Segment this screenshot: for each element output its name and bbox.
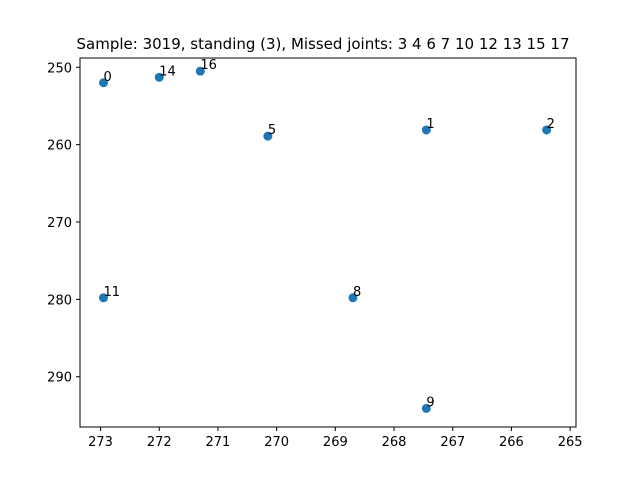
data-point <box>195 66 205 76</box>
point-label: 5 <box>268 123 276 138</box>
y-tick-label: 280 <box>47 293 72 308</box>
point-label: 8 <box>353 285 361 300</box>
data-points: 0 14 16 5 1 2 11 8 9 <box>98 58 555 413</box>
data-point <box>421 125 431 135</box>
point-label: 1 <box>426 117 434 132</box>
data-point <box>263 131 273 141</box>
x-tick-label: 268 <box>382 435 407 450</box>
y-tick-label: 270 <box>47 216 72 231</box>
x-tick-label: 265 <box>558 435 583 450</box>
x-tick-label: 273 <box>88 435 113 450</box>
point-label: 14 <box>159 64 176 79</box>
chart-title: Sample: 3019, standing (3), Missed joint… <box>77 35 570 53</box>
point-label: 2 <box>547 117 555 132</box>
data-point <box>542 125 552 135</box>
x-tick-label: 266 <box>499 435 524 450</box>
y-tick-label: 250 <box>47 61 72 76</box>
point-label: 0 <box>103 70 111 85</box>
x-axis: 273 272 271 270 269 268 267 266 265 <box>88 427 583 450</box>
x-tick-label: 271 <box>206 435 231 450</box>
x-tick-label: 269 <box>323 435 348 450</box>
y-tick-label: 260 <box>47 139 72 154</box>
point-label: 11 <box>103 285 120 300</box>
plot-area <box>79 57 577 428</box>
x-tick-label: 270 <box>264 435 289 450</box>
x-tick-label: 267 <box>440 435 465 450</box>
point-label: 9 <box>426 395 434 410</box>
data-point <box>154 72 164 82</box>
data-point <box>421 403 431 413</box>
y-tick-label: 290 <box>47 371 72 386</box>
data-point <box>348 293 358 303</box>
data-point <box>98 293 108 303</box>
point-label: 16 <box>200 58 217 73</box>
x-tick-label: 272 <box>147 435 172 450</box>
y-axis: 250 260 270 280 290 <box>47 61 80 386</box>
data-point <box>98 78 108 88</box>
